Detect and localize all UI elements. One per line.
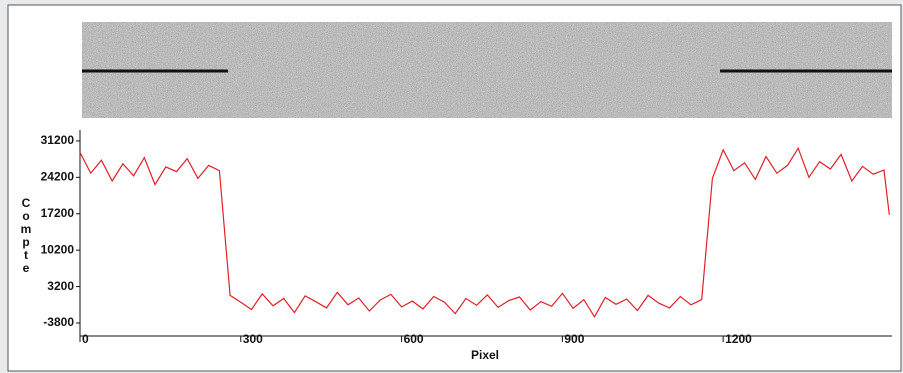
x-tick-label: 300 <box>243 332 263 346</box>
x-tick-label: 1200 <box>725 332 752 346</box>
x-tick-label: 0 <box>82 332 89 346</box>
y-tick-label: 17200 <box>41 206 75 220</box>
x-axis-label: Pixel <box>471 348 499 362</box>
x-tick-label: 600 <box>404 332 424 346</box>
y-tick-label: 31200 <box>41 133 75 147</box>
y-tick-label: 10200 <box>41 242 75 256</box>
chart: Pixel Compte -38003200102001720024200312… <box>0 0 903 373</box>
y-tick-label: 24200 <box>41 170 75 184</box>
x-tick-label: 900 <box>564 332 584 346</box>
y-tick-label: 3200 <box>47 279 74 293</box>
y-tick-label: -3800 <box>43 315 74 329</box>
